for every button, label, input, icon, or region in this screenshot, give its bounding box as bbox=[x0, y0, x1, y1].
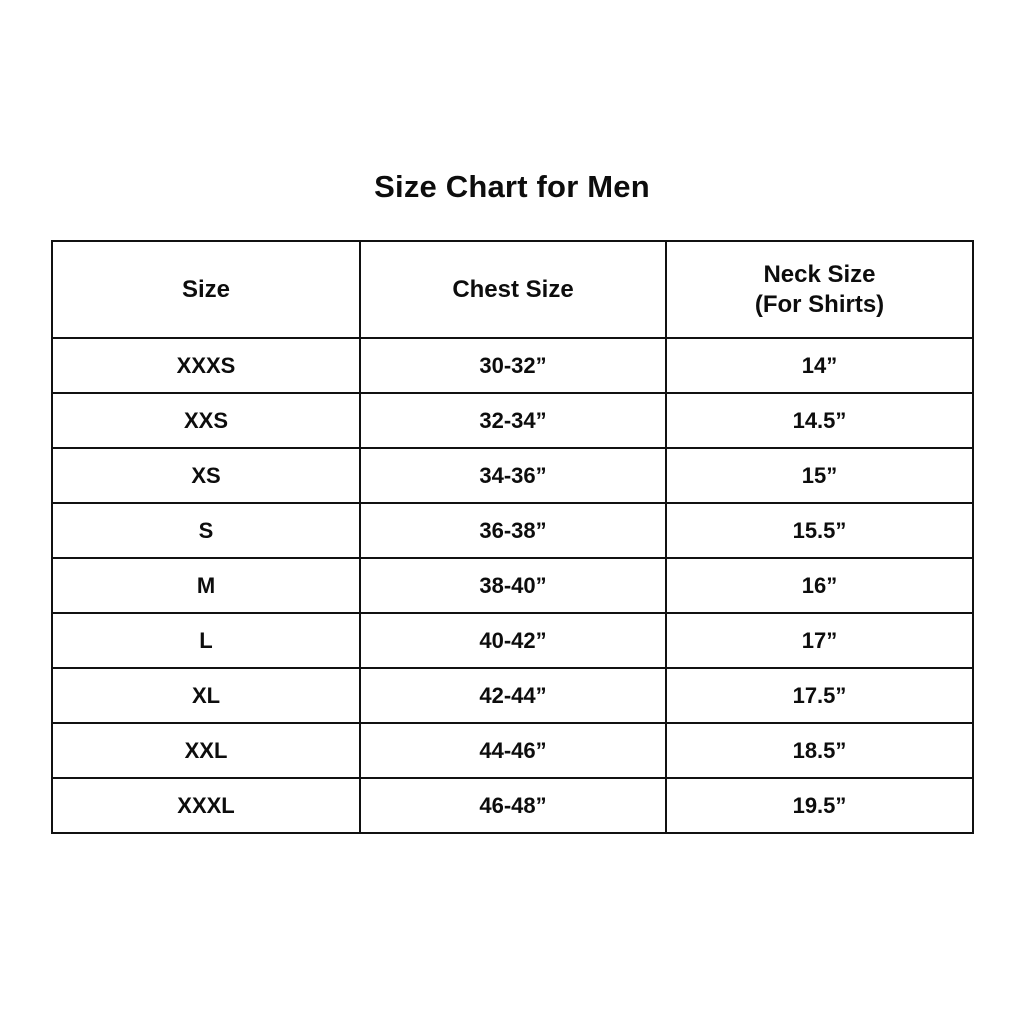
cell-neck: 14.5” bbox=[665, 392, 974, 449]
cell-neck: 19.5” bbox=[665, 777, 974, 834]
table-row: L 40-42” 17” bbox=[51, 612, 974, 669]
header-row: Size Chest Size Neck Size (For Shirts) bbox=[51, 240, 974, 339]
column-header-chest: Chest Size bbox=[359, 240, 667, 339]
cell-neck: 14” bbox=[665, 337, 974, 394]
table-row: XS 34-36” 15” bbox=[51, 447, 974, 504]
cell-chest: 30-32” bbox=[359, 337, 667, 394]
table-body: XXXS 30-32” 14” XXS 32-34” 14.5” XS 34-3… bbox=[51, 337, 974, 834]
column-header-size-label: Size bbox=[181, 275, 231, 303]
cell-size: XXXL bbox=[51, 777, 361, 834]
table-row: M 38-40” 16” bbox=[51, 557, 974, 614]
column-header-neck-sublabel: (For Shirts) bbox=[754, 290, 885, 318]
table-row: XXL 44-46” 18.5” bbox=[51, 722, 974, 779]
column-header-size: Size bbox=[51, 240, 361, 339]
cell-size: M bbox=[51, 557, 361, 614]
cell-size: XXL bbox=[51, 722, 361, 779]
cell-size: XL bbox=[51, 667, 361, 724]
table-row: XL 42-44” 17.5” bbox=[51, 667, 974, 724]
cell-chest: 36-38” bbox=[359, 502, 667, 559]
cell-size: L bbox=[51, 612, 361, 669]
table-header: Size Chest Size Neck Size (For Shirts) bbox=[51, 240, 974, 339]
table-row: XXS 32-34” 14.5” bbox=[51, 392, 974, 449]
table-row: XXXS 30-32” 14” bbox=[51, 337, 974, 394]
cell-size: XS bbox=[51, 447, 361, 504]
table-row: S 36-38” 15.5” bbox=[51, 502, 974, 559]
cell-neck: 17.5” bbox=[665, 667, 974, 724]
cell-chest: 38-40” bbox=[359, 557, 667, 614]
cell-neck: 15” bbox=[665, 447, 974, 504]
cell-chest: 42-44” bbox=[359, 667, 667, 724]
page-title: Size Chart for Men bbox=[374, 169, 650, 204]
column-header-neck: Neck Size (For Shirts) bbox=[665, 240, 974, 339]
cell-chest: 44-46” bbox=[359, 722, 667, 779]
cell-neck: 15.5” bbox=[665, 502, 974, 559]
cell-neck: 16” bbox=[665, 557, 974, 614]
cell-chest: 32-34” bbox=[359, 392, 667, 449]
column-header-neck-label: Neck Size bbox=[763, 260, 876, 288]
cell-neck: 17” bbox=[665, 612, 974, 669]
size-chart-table: Size Chest Size Neck Size (For Shirts) X… bbox=[51, 240, 974, 834]
column-header-chest-label: Chest Size bbox=[452, 275, 574, 303]
cell-size: XXS bbox=[51, 392, 361, 449]
cell-chest: 46-48” bbox=[359, 777, 667, 834]
size-table-container: Size Chest Size Neck Size (For Shirts) X… bbox=[51, 240, 974, 834]
cell-chest: 40-42” bbox=[359, 612, 667, 669]
cell-neck: 18.5” bbox=[665, 722, 974, 779]
cell-size: XXXS bbox=[51, 337, 361, 394]
cell-size: S bbox=[51, 502, 361, 559]
table-row: XXXL 46-48” 19.5” bbox=[51, 777, 974, 834]
cell-chest: 34-36” bbox=[359, 447, 667, 504]
